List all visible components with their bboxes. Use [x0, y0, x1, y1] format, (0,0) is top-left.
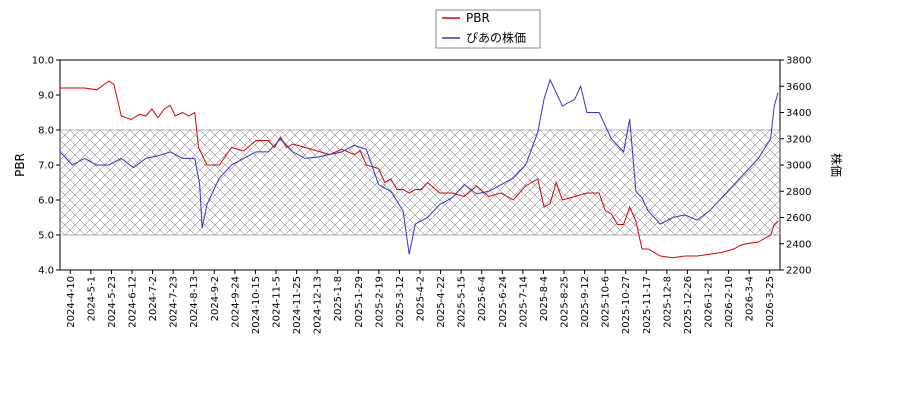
x-tick-label: 2025-8-4 [539, 276, 550, 321]
y-right-tick-label: 2800 [786, 187, 811, 198]
legend-label-pbr: PBR [466, 11, 490, 25]
x-tick-label: 2025-3-12 [395, 276, 406, 328]
y-right-tick-label: 3400 [786, 108, 811, 119]
y-axis-left-label: PBR [13, 153, 27, 177]
x-tick-label: 2025-10-27 [621, 276, 632, 334]
x-tick-label: 2024-11-25 [292, 276, 303, 334]
y-left-tick-label: 7.0 [38, 161, 54, 172]
x-tick-label: 2026-3-4 [745, 276, 756, 321]
x-tick-label: 2025-2-19 [374, 276, 385, 328]
x-tick-label: 2025-8-25 [560, 276, 571, 328]
y-right-tick-label: 3200 [786, 134, 811, 145]
x-tick-label: 2025-1-29 [354, 276, 365, 328]
x-tick-label: 2024-6-12 [128, 276, 139, 328]
x-tick-label: 2025-12-8 [662, 276, 673, 328]
legend: PBR ぴあの株価 [435, 9, 541, 49]
x-tick-label: 2024-9-24 [230, 276, 241, 328]
x-axis: 2024-4-10 2024-5-1 2024-5-23 2024-6-12 2024-… [66, 270, 776, 334]
y-left-tick-label: 8.0 [38, 126, 54, 137]
x-tick-label: 2024-7-2 [148, 276, 159, 321]
x-tick-label: 2026-1-21 [704, 276, 715, 328]
x-tick-label: 2025-6-24 [498, 276, 509, 328]
y-right-tick-label: 3800 [786, 56, 811, 67]
series-layer [60, 78, 779, 259]
x-tick-label: 2024-12-13 [313, 276, 324, 334]
x-tick-label: 2025-1-8 [333, 276, 344, 321]
stock-price-line [60, 78, 779, 255]
x-tick-label: 2024-8-13 [189, 276, 200, 328]
left-axis: 4.0 5.0 6.0 7.0 8.0 9.0 10.0 [32, 56, 60, 277]
y-left-tick-label: 6.0 [38, 196, 54, 207]
right-axis: 2200 2400 2600 2800 3000 3200 3400 3600 3800 [780, 56, 811, 277]
x-tick-label: 2024-5-1 [86, 276, 97, 321]
x-tick-label: 2025-11-17 [642, 276, 653, 334]
hatched-band [59, 129, 781, 236]
x-tick-label: 2025-12-26 [683, 276, 694, 334]
y-right-tick-label: 2200 [786, 266, 811, 277]
x-tick-label: 2024-7-23 [169, 276, 180, 328]
y-left-tick-label: 9.0 [38, 91, 54, 102]
x-tick-label: 2025-6-4 [477, 276, 488, 321]
x-tick-label: 2024-9-2 [210, 276, 221, 321]
x-tick-label: 2026-3-25 [765, 276, 776, 328]
x-tick-label: 2025-5-15 [457, 276, 468, 328]
legend-box [435, 9, 541, 49]
y-left-tick-label: 5.0 [38, 231, 54, 242]
y-right-tick-label: 3000 [786, 161, 811, 172]
y-right-tick-label: 2400 [786, 239, 811, 250]
legend-label-stock: ぴあの株価 [466, 30, 526, 45]
y-right-tick-label: 3600 [786, 82, 811, 93]
y-right-tick-label: 2600 [786, 213, 811, 224]
y-left-tick-label: 10.0 [32, 56, 54, 67]
x-tick-label: 2025-7-14 [518, 276, 529, 328]
x-tick-label: 2025-4-22 [436, 276, 447, 328]
x-tick-label: 2024-10-15 [251, 276, 262, 334]
y-left-tick-label: 4.0 [38, 266, 54, 277]
x-tick-label: 2025-10-6 [601, 276, 612, 328]
x-tick-label: 2025-9-12 [580, 276, 591, 328]
pbr-line [60, 80, 779, 259]
x-tick-label: 2025-4-2 [416, 276, 427, 321]
x-tick-label: 2024-11-5 [272, 276, 283, 328]
y-axis-right-label: 株価 [829, 153, 844, 177]
x-tick-label: 2024-4-10 [66, 276, 77, 328]
x-tick-label: 2024-5-23 [107, 276, 118, 328]
x-tick-label: 2026-2-10 [724, 276, 735, 328]
